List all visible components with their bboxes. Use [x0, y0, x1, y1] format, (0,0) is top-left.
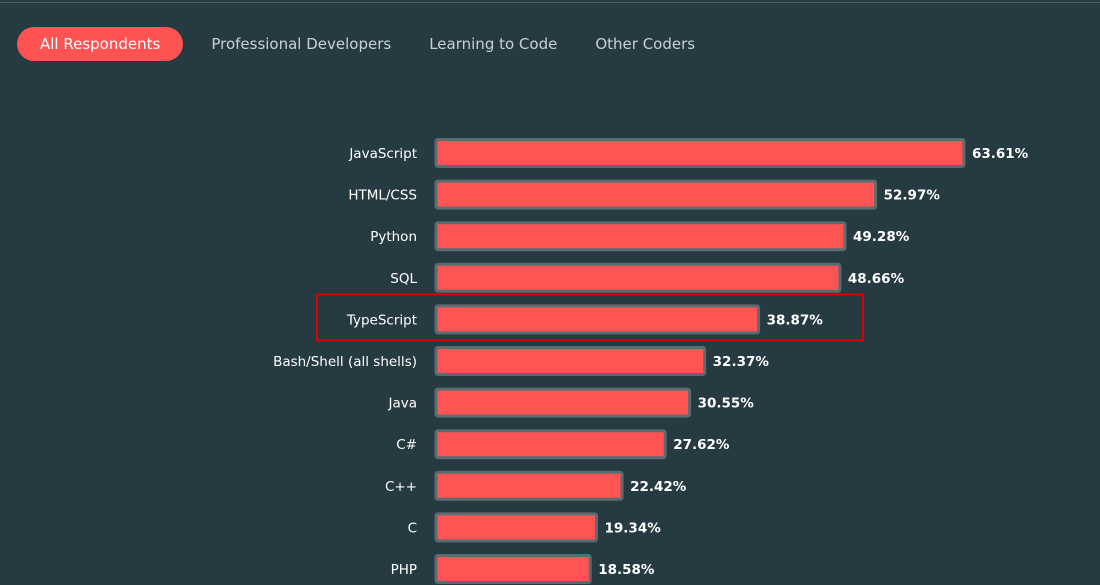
bar-sql[interactable]	[434, 262, 842, 293]
bar-c[interactable]	[434, 512, 599, 543]
top-divider	[0, 2, 1100, 3]
bar-python[interactable]	[434, 221, 847, 252]
bar-html-css[interactable]	[434, 179, 878, 210]
bar-java[interactable]	[434, 387, 692, 418]
value-label-csharp: 27.62%	[673, 437, 730, 453]
bar-php[interactable]	[434, 554, 592, 584]
bar-bash-shell-all-shells[interactable]	[434, 346, 707, 376]
category-label-cpp: C++	[385, 479, 417, 495]
respondent-tabs: All Respondents Professional Developers …	[17, 27, 719, 61]
highlight-box	[316, 293, 864, 342]
category-label-javascript: JavaScript	[348, 146, 417, 162]
value-label-bash-shell-all-shells: 32.37%	[713, 354, 770, 370]
bar-typescript[interactable]	[434, 304, 761, 335]
value-label-typescript: 38.87%	[767, 312, 824, 328]
category-label-bash-shell-all-shells: Bash/Shell (all shells)	[273, 354, 417, 370]
bar-cpp[interactable]	[434, 470, 624, 501]
tab-learning-to-code[interactable]: Learning to Code	[429, 35, 558, 53]
tab-other-coders[interactable]: Other Coders	[595, 35, 696, 53]
value-label-java: 30.55%	[698, 396, 755, 412]
value-label-cpp: 22.42%	[630, 479, 687, 495]
value-label-javascript: 63.61%	[972, 146, 1029, 162]
value-label-c: 19.34%	[605, 520, 662, 536]
tab-all-respondents[interactable]: All Respondents	[17, 27, 184, 61]
bar-csharp[interactable]	[434, 429, 667, 460]
bar-javascript[interactable]	[434, 138, 966, 168]
category-label-csharp: C#	[396, 437, 417, 453]
value-label-php: 18.58%	[598, 562, 655, 578]
category-label-php: PHP	[391, 562, 417, 578]
tab-professional-developers[interactable]: Professional Developers	[211, 35, 392, 53]
category-label-typescript: TypeScript	[346, 312, 417, 328]
category-label-sql: SQL	[390, 271, 417, 287]
category-label-c: C	[408, 520, 417, 536]
value-label-html-css: 52.97%	[884, 188, 941, 204]
category-label-java: Java	[387, 396, 417, 412]
category-label-html-css: HTML/CSS	[348, 188, 417, 204]
value-label-sql: 48.66%	[848, 271, 905, 287]
category-label-python: Python	[370, 229, 417, 245]
value-label-python: 49.28%	[853, 229, 910, 245]
